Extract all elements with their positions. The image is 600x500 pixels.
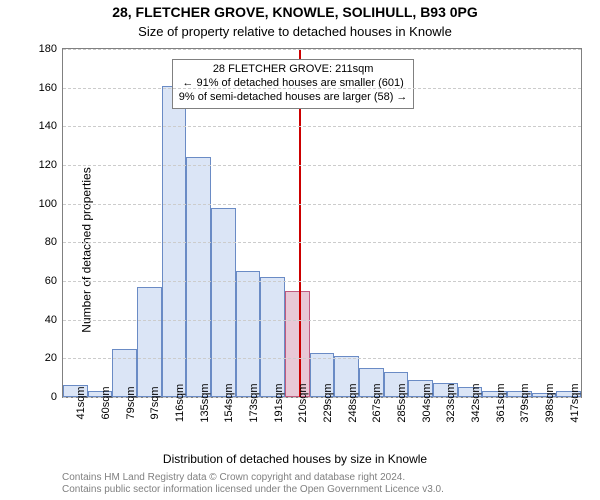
x-tick-label: 398sqm bbox=[544, 383, 556, 422]
x-tick-label: 361sqm bbox=[495, 383, 507, 422]
x-tick-label: 154sqm bbox=[223, 383, 235, 422]
x-axis-label: Distribution of detached houses by size … bbox=[0, 452, 590, 466]
x-tick-label: 379sqm bbox=[519, 383, 531, 422]
annotation-box: 28 FLETCHER GROVE: 211sqm ← 91% of detac… bbox=[172, 59, 415, 108]
gridline bbox=[63, 281, 581, 282]
x-tick-label: 191sqm bbox=[273, 383, 285, 422]
gridline bbox=[63, 88, 581, 89]
x-tick-label: 248sqm bbox=[347, 383, 359, 422]
histogram-chart: 28, FLETCHER GROVE, KNOWLE, SOLIHULL, B9… bbox=[0, 0, 600, 500]
bar bbox=[211, 208, 236, 397]
x-tick-label: 267sqm bbox=[371, 383, 383, 422]
plot-area: 28 FLETCHER GROVE: 211sqm ← 91% of detac… bbox=[62, 48, 582, 398]
x-tick-label: 79sqm bbox=[125, 386, 137, 419]
x-tick-label: 135sqm bbox=[199, 383, 211, 422]
bar bbox=[285, 291, 310, 397]
bar bbox=[236, 271, 261, 397]
annotation-line: 9% of semi-detached houses are larger (5… bbox=[179, 91, 408, 105]
y-tick-label: 180 bbox=[39, 43, 57, 55]
y-tick-label: 140 bbox=[39, 120, 57, 132]
y-tick-label: 160 bbox=[39, 82, 57, 94]
y-tick-label: 120 bbox=[39, 159, 57, 171]
bar bbox=[260, 277, 285, 397]
x-tick-label: 41sqm bbox=[75, 386, 87, 419]
annotation-line: 28 FLETCHER GROVE: 211sqm bbox=[179, 63, 408, 77]
bar bbox=[137, 287, 162, 397]
chart-subtitle: Size of property relative to detached ho… bbox=[0, 24, 590, 39]
y-tick-label: 60 bbox=[45, 275, 57, 287]
x-tick-label: 285sqm bbox=[396, 383, 408, 422]
x-tick-label: 60sqm bbox=[100, 386, 112, 419]
x-tick-label: 210sqm bbox=[297, 383, 309, 422]
chart-title: 28, FLETCHER GROVE, KNOWLE, SOLIHULL, B9… bbox=[0, 4, 590, 20]
x-tick-label: 342sqm bbox=[470, 383, 482, 422]
credit-line: Contains HM Land Registry data © Crown c… bbox=[62, 472, 590, 484]
x-tick-label: 304sqm bbox=[421, 383, 433, 422]
x-tick-label: 116sqm bbox=[174, 384, 186, 422]
x-tick-label: 229sqm bbox=[322, 383, 334, 422]
credit-text: Contains HM Land Registry data © Crown c… bbox=[62, 472, 590, 496]
gridline bbox=[63, 165, 581, 166]
y-tick-label: 100 bbox=[39, 198, 57, 210]
bar bbox=[186, 157, 211, 397]
annotation-line: ← 91% of detached houses are smaller (60… bbox=[179, 77, 408, 91]
x-tick-label: 97sqm bbox=[149, 386, 161, 419]
gridline bbox=[63, 126, 581, 127]
x-tick-label: 417sqm bbox=[569, 383, 581, 422]
x-tick-label: 323sqm bbox=[445, 383, 457, 422]
gridline bbox=[63, 358, 581, 359]
y-tick-label: 20 bbox=[45, 352, 57, 364]
y-tick-label: 40 bbox=[45, 314, 57, 326]
y-tick-label: 80 bbox=[45, 236, 57, 248]
gridline bbox=[63, 204, 581, 205]
gridline bbox=[63, 49, 581, 50]
gridline bbox=[63, 242, 581, 243]
x-tick-label: 173sqm bbox=[248, 383, 260, 422]
credit-line: Contains public sector information licen… bbox=[62, 484, 590, 496]
gridline bbox=[63, 320, 581, 321]
y-tick-label: 0 bbox=[51, 391, 57, 403]
